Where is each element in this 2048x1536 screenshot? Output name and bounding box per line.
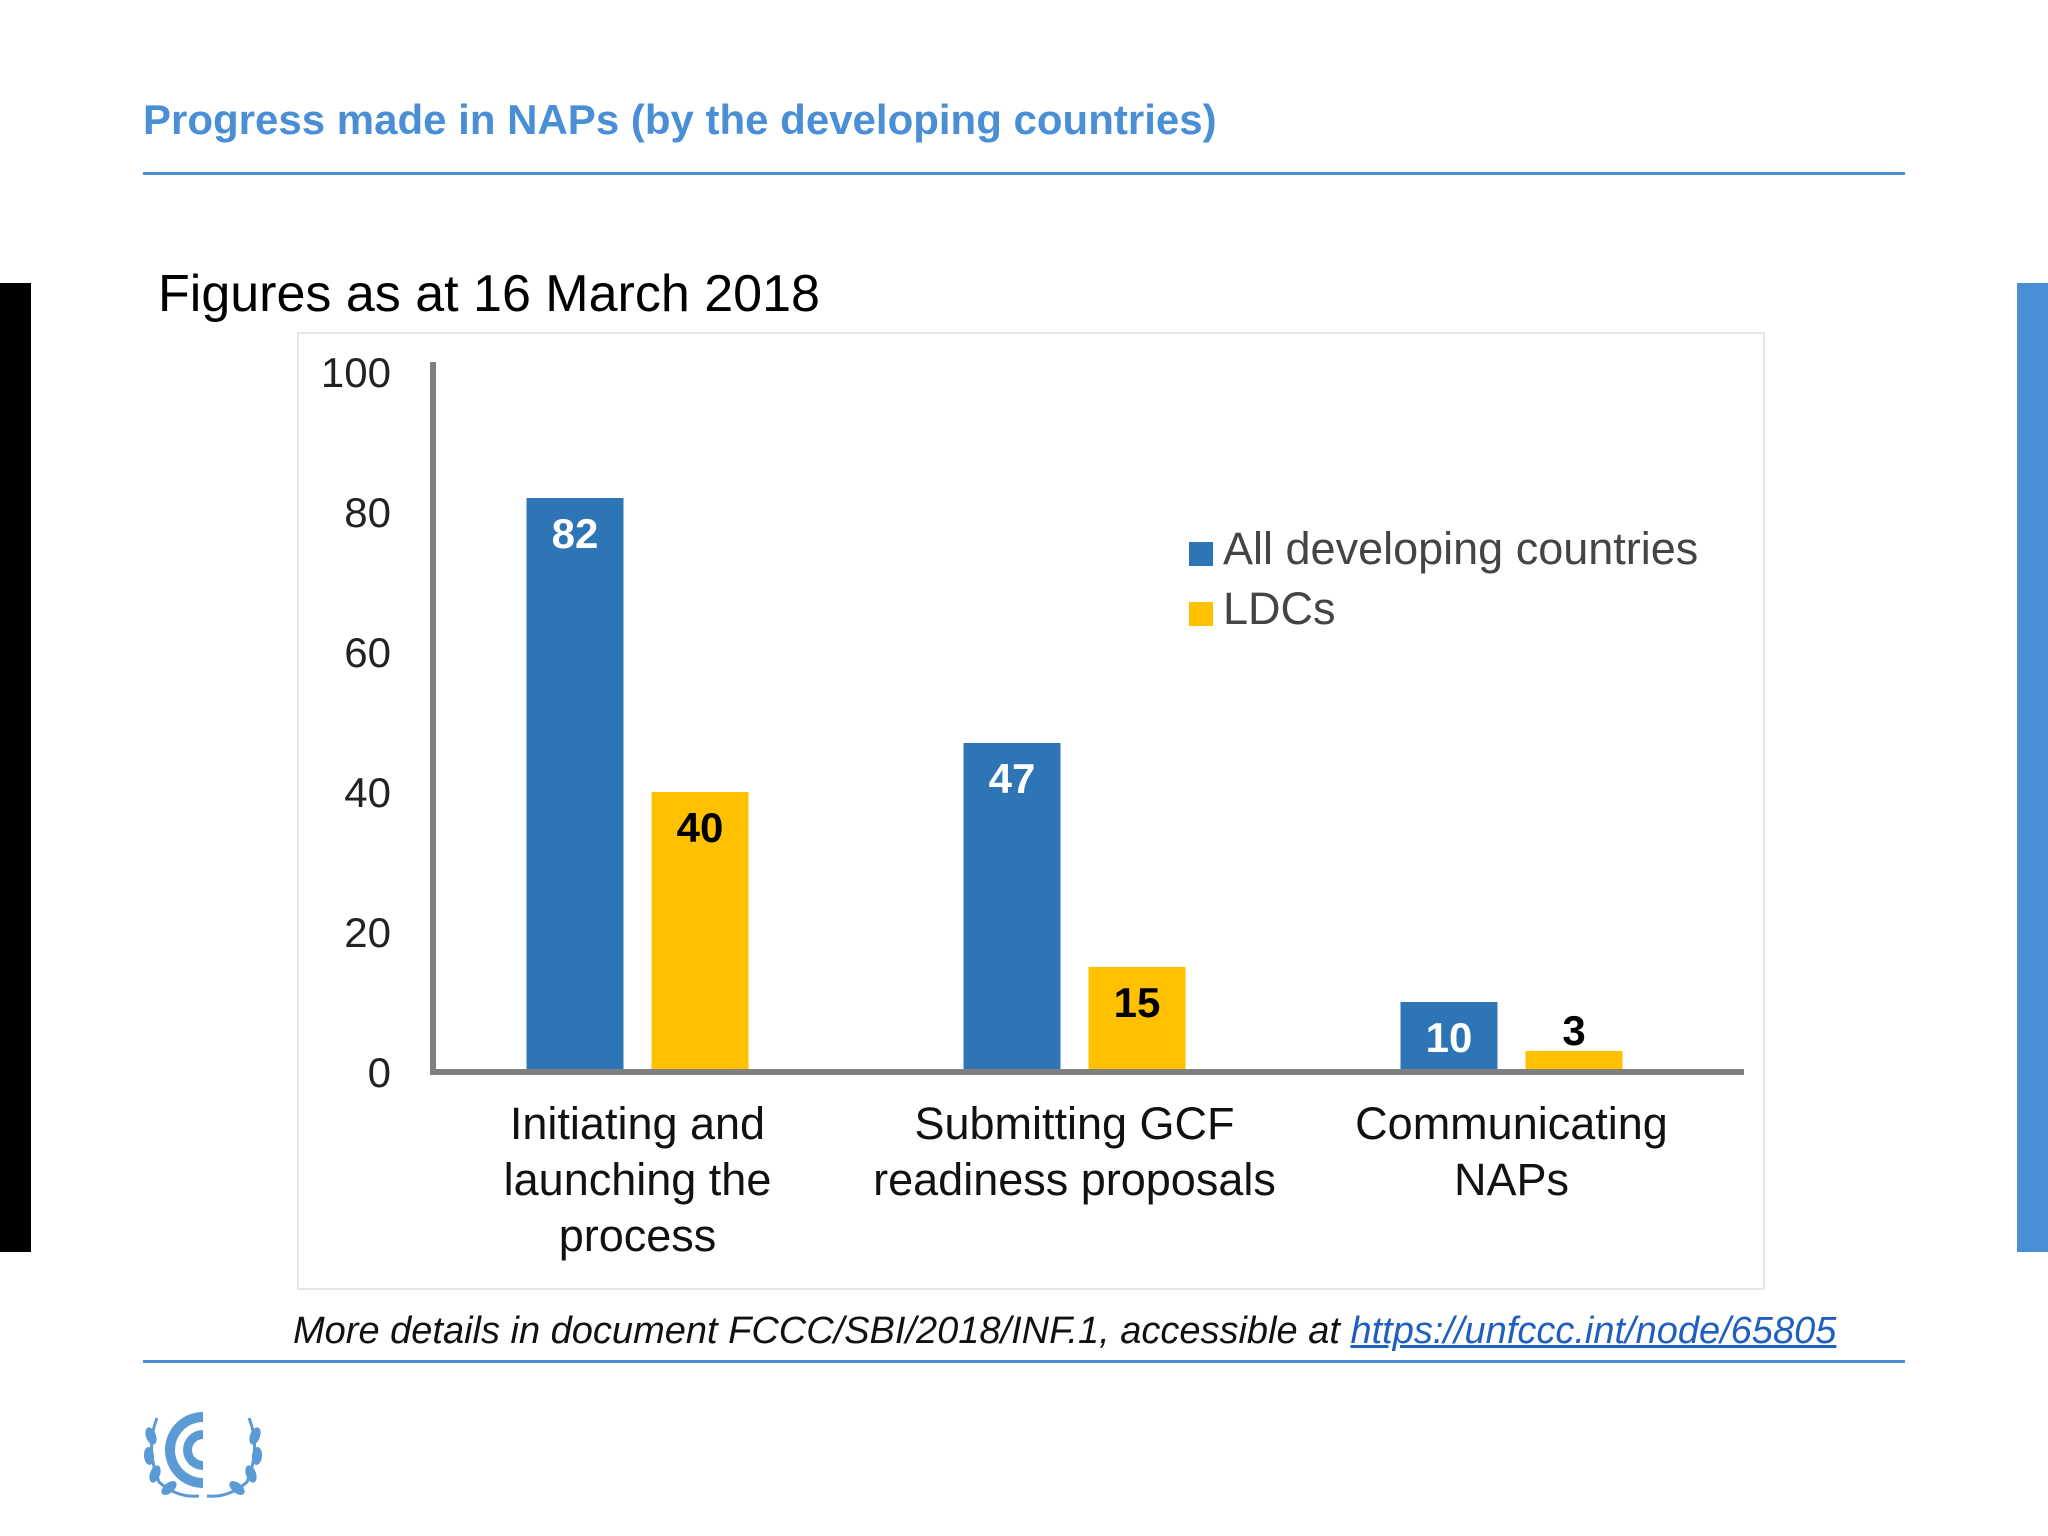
bar-ldcs	[651, 792, 749, 1069]
chart-frame: 0 20 40 60 80 100 82 40 Initiating and launching …	[297, 332, 1765, 1290]
legend-swatch	[1189, 542, 1213, 566]
y-tick-label: 80	[344, 489, 391, 536]
title-divider	[143, 172, 1905, 175]
slide-title: Progress made in NAPs (by the developing…	[143, 96, 1217, 143]
y-tick-label: 0	[368, 1049, 391, 1096]
x-category-label: NAPs	[1454, 1154, 1569, 1205]
bar-value-label: 47	[989, 755, 1036, 802]
bar-chart: 0 20 40 60 80 100 82 40 Initiating andlaunching …	[321, 349, 1744, 1261]
y-tick-label: 20	[344, 909, 391, 956]
bar-value-label: 15	[1114, 979, 1161, 1026]
x-category-label: Communicating	[1355, 1098, 1668, 1149]
bar-all-developing-countries	[1400, 1002, 1498, 1069]
bar-value-label: 3	[1562, 1007, 1585, 1054]
y-tick-label: 40	[344, 769, 391, 816]
y-tick-label: 100	[321, 349, 391, 396]
bar-value-label: 40	[677, 804, 724, 851]
right-edge-bar	[2017, 283, 2048, 1252]
x-category-label: launching the	[504, 1154, 772, 1205]
bar-all-developing-countries	[526, 498, 624, 1069]
footer-text: More details in document FCCC/SBI/2018/I…	[293, 1310, 1351, 1352]
bar-ldcs	[1088, 967, 1186, 1069]
unfccc-logo-icon	[143, 1412, 263, 1498]
legend-swatch	[1189, 602, 1213, 626]
y-tick-label: 60	[344, 629, 391, 676]
footer-note: More details in document FCCC/SBI/2018/I…	[293, 1310, 1836, 1353]
footer-divider	[143, 1360, 1905, 1363]
left-edge-bar	[0, 283, 31, 1252]
bar-value-label: 10	[1426, 1014, 1473, 1061]
x-category-label: Submitting GCF	[914, 1098, 1234, 1149]
bar-all-developing-countries	[963, 743, 1061, 1069]
x-category-label: process	[559, 1210, 717, 1261]
x-category-label: readiness proposals	[873, 1154, 1276, 1205]
legend-label: LDCs	[1223, 583, 1336, 634]
legend-label: All developing countries	[1223, 523, 1698, 574]
x-category-label: Initiating and	[510, 1098, 765, 1149]
bar-value-label: 82	[552, 510, 599, 557]
bar-ldcs	[1525, 1051, 1623, 1069]
slide-subtitle: Figures as at 16 March 2018	[158, 265, 820, 323]
footer-link[interactable]: https://unfccc.int/node/65805	[1350, 1310, 1837, 1352]
